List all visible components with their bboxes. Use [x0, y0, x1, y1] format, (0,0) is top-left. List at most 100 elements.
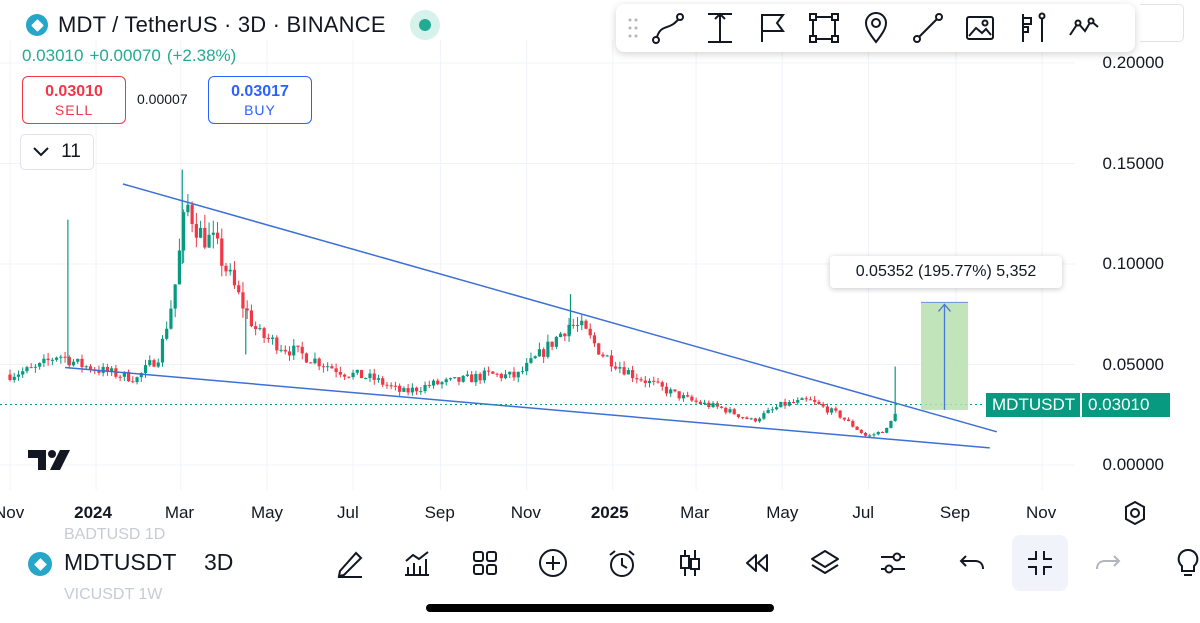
candle-body	[38, 363, 42, 367]
candle-body	[444, 379, 448, 383]
collapse-icon[interactable]	[1020, 543, 1060, 583]
spread-value: 0.00007	[137, 91, 188, 107]
candle-body	[406, 388, 410, 393]
chart-canvas[interactable]	[0, 0, 1200, 540]
candle-body	[224, 265, 228, 272]
time-axis-label: 2025	[590, 503, 629, 522]
location-pin-icon[interactable]	[850, 8, 902, 48]
time-axis-label: Jul	[852, 503, 875, 522]
buy-price: 0.03017	[231, 82, 289, 100]
candle-body	[156, 362, 160, 367]
candle-body	[97, 370, 101, 373]
trend-line-icon[interactable]	[902, 8, 954, 48]
candle-body	[546, 341, 550, 357]
flag-icon[interactable]	[746, 8, 798, 48]
candle-body	[470, 374, 474, 383]
candle-body	[758, 418, 762, 422]
candle-body	[376, 378, 381, 380]
candle-body	[774, 407, 779, 410]
sell-button[interactable]: 0.03010 SELL	[22, 76, 126, 124]
candle-body	[647, 380, 652, 384]
indicators-chart-icon[interactable]	[397, 543, 437, 583]
coin-logo-icon	[26, 14, 48, 36]
annotations[interactable]	[0, 183, 998, 449]
home-indicator	[426, 604, 774, 612]
candle-body	[143, 365, 148, 374]
symbol-header[interactable]: MDT / TetherUS · 3D · BINANCE	[26, 10, 440, 40]
bottom-interval[interactable]: 3D	[204, 549, 234, 575]
candle-body	[427, 384, 431, 386]
long-position-icon[interactable]	[1006, 8, 1058, 48]
candle-body	[499, 373, 503, 379]
candle-body	[537, 349, 542, 357]
lower-trendline[interactable]	[64, 366, 990, 449]
candle-body	[736, 414, 741, 418]
candle-body	[486, 370, 491, 372]
candle-body	[834, 408, 838, 411]
drawing-toolbar[interactable]	[616, 4, 1135, 52]
price-axis-label: 0.15000	[1102, 153, 1164, 173]
candle-body	[690, 396, 694, 401]
tradingview-logo[interactable]	[28, 448, 72, 477]
candle-body	[448, 378, 453, 380]
candle-body	[855, 426, 859, 430]
pen-icon[interactable]	[330, 543, 370, 583]
price-axis-label: 0.20000	[1102, 53, 1164, 72]
add-icon[interactable]	[533, 543, 573, 583]
candle-body	[16, 374, 21, 377]
settings-sliders-icon[interactable]	[873, 543, 913, 583]
time-axis-label: Nov	[1026, 503, 1057, 522]
candle-body	[457, 377, 461, 382]
candle-body	[393, 385, 398, 387]
time-axis-label: 2024	[74, 503, 112, 522]
rectangle-icon[interactable]	[798, 8, 850, 48]
layers-icon[interactable]	[805, 543, 845, 583]
price-change-line: 0.03010 +0.00070 (+2.38%)	[22, 46, 236, 66]
watchlist-ghost-above: BADTUSD 1D	[64, 526, 166, 543]
buy-button[interactable]: 0.03017 BUY	[208, 76, 312, 124]
vertical-measure-icon[interactable]	[694, 8, 746, 48]
replay-icon[interactable]	[737, 543, 777, 583]
candle-body	[732, 409, 736, 415]
bottom-symbol[interactable]: MDTUSDT	[64, 549, 177, 575]
candle-body	[287, 351, 292, 356]
candle-body	[863, 432, 868, 436]
market-status-icon[interactable]	[409, 10, 440, 40]
curve-icon[interactable]	[642, 8, 694, 48]
candle-body	[304, 353, 309, 363]
path-icon[interactable]	[1058, 8, 1110, 48]
candle-body	[160, 338, 165, 363]
candle-body	[29, 367, 33, 369]
candle-body	[220, 238, 224, 266]
redo-icon[interactable]	[1088, 543, 1128, 583]
toolbar-overflow[interactable]	[1140, 4, 1184, 42]
undo-icon[interactable]	[952, 543, 992, 583]
candle-body	[262, 328, 266, 338]
layout-grid-icon[interactable]	[465, 543, 505, 583]
candle-body	[885, 427, 889, 433]
candle-body	[368, 373, 372, 378]
candle-body	[169, 308, 173, 329]
indicators-toggle-button[interactable]: 11	[20, 134, 94, 170]
candle-body	[846, 419, 851, 422]
candles-icon[interactable]	[670, 543, 710, 583]
upper-trendline[interactable]	[122, 183, 998, 433]
symbol-title[interactable]: MDT / TetherUS · 3D · BINANCE	[58, 12, 386, 37]
image-icon[interactable]	[954, 8, 1006, 48]
price-change: +0.00070	[89, 46, 161, 65]
alarm-icon[interactable]	[602, 543, 642, 583]
candle-body	[258, 328, 262, 330]
candle-body	[588, 328, 592, 336]
candle-body	[656, 381, 660, 383]
candle-body	[893, 413, 897, 422]
time-axis-label: Nov	[0, 503, 25, 522]
drag-handle-icon[interactable]	[624, 14, 642, 42]
candle-body	[317, 358, 321, 367]
lightbulb-icon[interactable]	[1168, 543, 1200, 583]
bottom-toolbar[interactable]	[0, 540, 1200, 590]
candle-body	[431, 380, 436, 386]
chart-settings-icon[interactable]	[1122, 500, 1148, 526]
time-axis-label: May	[250, 503, 284, 522]
candle-body	[245, 308, 249, 311]
chart-area[interactable]: MDT / TetherUS · 3D · BINANCE 0.03010 +0…	[0, 0, 1200, 540]
